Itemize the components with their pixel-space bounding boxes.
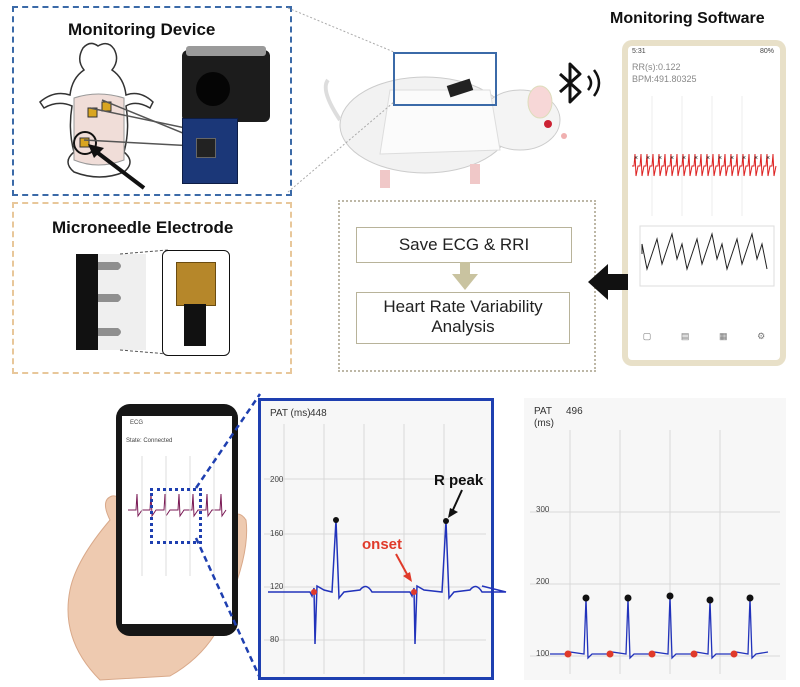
zoom-pat-value: 448 <box>310 408 327 419</box>
monitoring-software-title: Monitoring Software <box>610 10 765 27</box>
pointer-arrow <box>88 144 146 190</box>
rat-device-highlight <box>393 52 497 106</box>
beat-marker: × <box>682 155 686 162</box>
beat-marker: × <box>670 155 674 162</box>
handheld-status: State: Connected <box>126 438 173 444</box>
device-housing-hole <box>196 72 230 106</box>
microneedle-electrode-title: Microneedle Electrode <box>52 218 234 237</box>
r-peak-marker <box>666 592 674 600</box>
r-peak-marker <box>624 594 632 602</box>
right-pat-unit: (ms) <box>534 418 554 429</box>
zoom-chart-frame <box>258 398 494 680</box>
onset-marker <box>311 589 317 595</box>
software-phone-screen: 5:31 80% RR(s):0.122 BPM:491.80325 × × × × ×… <box>628 46 780 360</box>
electrode-gold-pad <box>176 262 216 306</box>
r-peak-label: R peak <box>434 472 484 489</box>
handheld-phone-screen: ECG State: Connected <box>122 416 232 624</box>
monitoring-device-title: Monitoring Device <box>68 20 216 39</box>
r-peak-marker <box>333 517 339 523</box>
nav-device-icon[interactable]: ▢ <box>642 330 652 341</box>
electrode-wires <box>83 99 196 147</box>
beat-marker: × <box>658 155 662 162</box>
beat-marker: × <box>766 155 770 162</box>
zoom-y-tick: 160 <box>270 529 284 538</box>
zoom-pat-label: PAT (ms) <box>270 408 311 419</box>
zoom-ecg-plot <box>264 424 507 674</box>
nav-file-icon[interactable]: ▦ <box>719 330 728 341</box>
electrode-lead <box>184 304 206 346</box>
hrv-analysis-step: Heart Rate Variability Analysis <box>356 292 570 344</box>
software-to-process-arrow <box>588 264 628 300</box>
zoom-lines <box>119 249 169 355</box>
zoom-ecg-trace <box>268 519 507 645</box>
zoom-y-tick: 80 <box>270 635 279 644</box>
handheld-ecg-chart <box>128 493 227 518</box>
software-rri-chart <box>639 225 775 287</box>
connector-lines <box>287 7 395 193</box>
rr-readout: RR(s):0.122 <box>632 62 681 72</box>
beat-marker: × <box>646 155 650 162</box>
r-peak-arrow <box>448 489 463 518</box>
nav-calendar-icon[interactable]: ▤ <box>680 330 690 341</box>
monitoring-device-panel <box>12 6 292 196</box>
onset-marker <box>411 589 417 595</box>
rat-illustration <box>323 76 567 188</box>
microneedle-electrode-panel <box>12 202 292 374</box>
r-peak-marker <box>443 518 449 524</box>
right-ecg-plot <box>530 430 780 674</box>
save-ecg-rri-step: Save ECG & RRI <box>356 227 572 263</box>
beat-marker: × <box>742 155 746 162</box>
device-housing-top <box>186 46 266 56</box>
beat-marker: × <box>634 155 638 162</box>
beat-marker: × <box>706 155 710 162</box>
right-y-tick: 300 <box>536 505 550 514</box>
flow-down-arrow <box>452 262 478 290</box>
beat-marker: × <box>694 155 698 162</box>
hrv-analysis-line1: Heart Rate Variability <box>383 297 543 316</box>
r-peak-marker <box>706 596 714 604</box>
zoom-y-tick: 200 <box>270 475 284 484</box>
onset-marker <box>730 650 738 658</box>
onset-arrow <box>395 553 412 582</box>
handheld-app-name: ECG <box>130 420 144 426</box>
bluetooth-icon <box>558 62 601 104</box>
microneedle-profile <box>76 254 146 350</box>
circuit-board-chip <box>196 138 216 158</box>
right-pat-label: PAT <box>534 406 552 417</box>
zoom-selection-box <box>150 488 202 544</box>
phone-status-battery: 80% <box>759 48 774 55</box>
zoom-y-tick: 120 <box>270 582 284 591</box>
software-bottom-nav: ▢ ▤ ▦ ⚙ <box>628 326 780 346</box>
beat-marker: × <box>730 155 734 162</box>
beat-marker: × <box>754 155 758 162</box>
software-ecg-chart: × × × × × × × × × × × × <box>632 96 777 216</box>
right-y-tick: 200 <box>536 577 550 586</box>
nav-settings-icon[interactable]: ⚙ <box>757 330 766 341</box>
onset-marker <box>606 650 614 658</box>
onset-label: onset <box>362 536 403 553</box>
zoom-callout-lines <box>194 393 262 679</box>
right-ecg-trace <box>550 595 769 660</box>
onset-marker <box>564 650 572 658</box>
beat-marker: × <box>718 155 722 162</box>
r-peak-marker <box>746 594 754 602</box>
phone-status-time: 5:31 <box>632 48 646 55</box>
right-pat-value: 496 <box>566 406 583 417</box>
bpm-readout: BPM:491.80325 <box>632 74 697 84</box>
right-chart-frame <box>524 398 786 680</box>
hrv-analysis-line2: Analysis <box>431 317 495 336</box>
right-y-tick: 100 <box>536 649 550 658</box>
r-peak-marker <box>582 594 590 602</box>
onset-marker <box>690 650 698 658</box>
handheld-chart-grid <box>141 456 215 576</box>
onset-marker <box>648 650 656 658</box>
